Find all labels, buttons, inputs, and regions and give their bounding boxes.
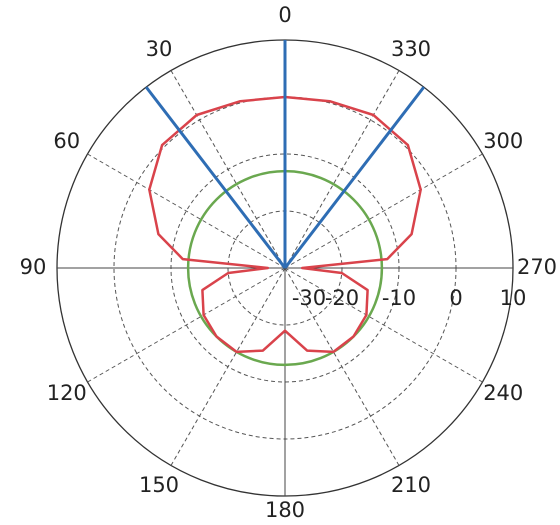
theta-tick-label: 150 xyxy=(139,473,179,497)
theta-tick-label: 330 xyxy=(391,37,431,61)
grid-spoke xyxy=(87,153,286,269)
theta-tick-label: 60 xyxy=(53,129,80,153)
r-tick-label: -10 xyxy=(382,286,416,310)
theta-tick-label: 90 xyxy=(20,255,47,279)
theta-tick-label: 30 xyxy=(146,37,173,61)
theta-tick-label: 300 xyxy=(483,129,523,153)
beam-line xyxy=(283,86,425,269)
grid-spoke xyxy=(284,267,483,383)
grid-spoke xyxy=(284,70,400,269)
theta-tick-label: 120 xyxy=(47,381,87,405)
theta-tick-label: 210 xyxy=(391,473,431,497)
theta-tick-label: 0 xyxy=(278,3,291,27)
grid-spoke xyxy=(170,70,286,269)
grid-spoke xyxy=(87,267,286,383)
r-tick-label: 0 xyxy=(449,286,462,310)
r-tick-label: -30 xyxy=(292,286,326,310)
theta-tick-label: 180 xyxy=(265,498,305,521)
beam-line xyxy=(145,86,287,269)
grid-spoke xyxy=(170,267,286,466)
theta-tick-label: 240 xyxy=(483,381,523,405)
theta-tick-label: 270 xyxy=(517,255,557,279)
grid-spoke xyxy=(284,267,400,466)
pattern-line xyxy=(148,95,422,354)
grid-spoke xyxy=(284,153,483,269)
r-tick-label: 10 xyxy=(500,286,527,310)
r-tick-label: -20 xyxy=(325,286,359,310)
